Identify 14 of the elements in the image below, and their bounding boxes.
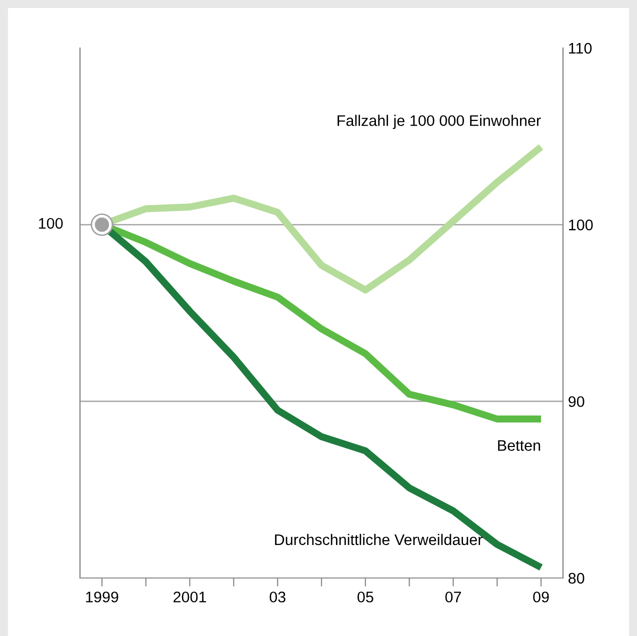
x-tick-label: 09 (533, 592, 549, 602)
x-tick-label: 03 (270, 592, 286, 602)
x-tick-label: 2001 (174, 592, 206, 602)
y2-tick-label: 100 (569, 220, 593, 230)
x-tick-label: 1999 (86, 592, 118, 602)
series-label: Durchschnittliche Verweildauer (275, 534, 482, 546)
y2-tick-label: 90 (568, 396, 584, 408)
y2-tick-label: 80 (568, 572, 584, 584)
text: 100 (39, 218, 63, 229)
x-tick-label: 07 (445, 592, 461, 602)
series-label: Betten (498, 440, 540, 451)
x-tick-label: 05 (358, 592, 374, 602)
y2-tick-label: 110 (569, 42, 592, 54)
series-label: Fallzahl je 100 000 Einwohner (338, 114, 541, 130)
